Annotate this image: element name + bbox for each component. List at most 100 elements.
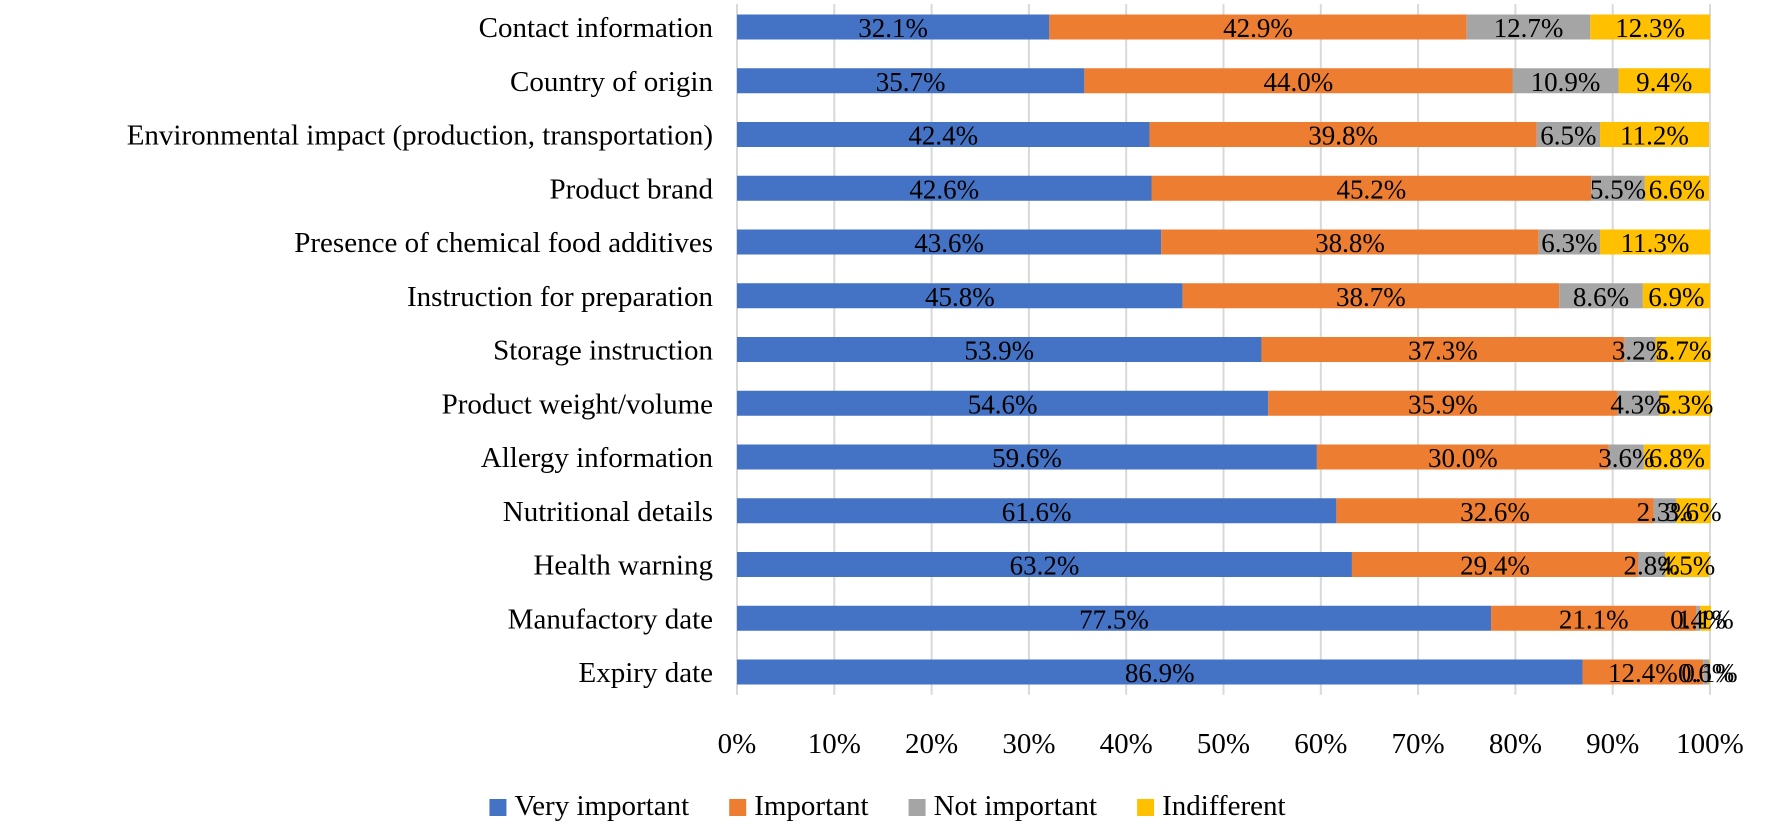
- bar-segment-important: [1491, 605, 1697, 631]
- data-label: 0.1%: [1681, 658, 1737, 688]
- data-label: 12.3%: [1615, 13, 1685, 43]
- data-label: 21.1%: [1559, 604, 1629, 634]
- category-labels: Contact information Country of origin Envi…: [127, 12, 714, 689]
- bar-segment-very-important: [737, 68, 1085, 94]
- bar-segment-indifferent: [1600, 122, 1710, 147]
- legend-label: Very important: [514, 790, 689, 822]
- category-label: Manufactory date: [508, 603, 713, 635]
- data-labels: 32.1% 42.9% 12.7% 12.3% 35.7% 44.0% 10.9% 9.4% 4…: [858, 13, 1737, 688]
- data-label: 30.0%: [1428, 443, 1498, 473]
- bar-segment-very-important: [737, 14, 1050, 40]
- legend: Very important Important Not important Indi…: [489, 790, 1286, 822]
- category-label: Presence of chemical food additives: [294, 227, 713, 259]
- bar-segment-indifferent: [1675, 498, 1711, 524]
- data-label: 63.2%: [1010, 551, 1080, 581]
- bar-segment-not-important: [1466, 14, 1591, 40]
- data-label: 5.7%: [1655, 336, 1711, 366]
- legend-label: Important: [754, 790, 868, 822]
- x-tick-label: 20%: [905, 728, 958, 760]
- data-label: 11.2%: [1620, 121, 1689, 151]
- x-tick-label: 80%: [1489, 728, 1542, 760]
- data-label: 77.5%: [1079, 604, 1149, 634]
- legend-label: Not important: [934, 790, 1098, 822]
- data-label: 42.4%: [908, 121, 978, 151]
- data-label: 12.7%: [1494, 13, 1564, 43]
- bar-segment-very-important: [737, 390, 1269, 416]
- bar-segment-indifferent: [1642, 283, 1710, 309]
- data-label: 8.6%: [1573, 282, 1629, 312]
- category-label: Allergy information: [481, 442, 714, 474]
- data-label: 32.1%: [858, 13, 928, 43]
- x-tick-label: 30%: [1002, 728, 1055, 760]
- bar-segment-very-important: [737, 229, 1162, 255]
- data-label: 43.6%: [914, 228, 984, 258]
- category-label: Product brand: [550, 173, 714, 205]
- data-label: 39.8%: [1308, 121, 1378, 151]
- bar-segment-important: [1049, 14, 1467, 40]
- bar-segment-indifferent: [1665, 552, 1710, 577]
- category-label: Storage instruction: [493, 335, 713, 367]
- data-label: 2.8%: [1623, 551, 1679, 581]
- category-label: Health warning: [533, 550, 713, 582]
- bar-segment-not-important: [1617, 390, 1660, 416]
- bar-segment-very-important: [737, 444, 1317, 470]
- legend-swatch-very-important: [489, 799, 507, 816]
- bar-segment-indifferent: [1590, 14, 1710, 40]
- legend-swatch-important: [729, 799, 747, 816]
- bar-segment-very-important: [737, 283, 1183, 309]
- x-tick-label: 10%: [808, 728, 861, 760]
- bar-segment-very-important: [737, 605, 1492, 631]
- x-tick-label: 0%: [718, 728, 757, 760]
- bar-segment-not-important: [1538, 229, 1601, 255]
- data-label: 38.7%: [1336, 282, 1406, 312]
- data-label: 10.9%: [1531, 67, 1601, 97]
- bar-segment-not-important: [1696, 605, 1701, 631]
- x-tick-label: 100%: [1676, 728, 1744, 760]
- legend-label: Indifferent: [1162, 790, 1285, 822]
- bar-segment-very-important: [737, 122, 1150, 147]
- bar-segment-indifferent: [1700, 605, 1711, 631]
- bar-segment-important: [1084, 68, 1513, 94]
- data-label: 42.9%: [1223, 13, 1293, 43]
- x-tick-label: 60%: [1294, 728, 1347, 760]
- data-label: 5.3%: [1657, 389, 1713, 419]
- data-label: 61.6%: [1002, 497, 1072, 527]
- data-label: 45.2%: [1337, 174, 1407, 204]
- bar-segment-not-important: [1637, 552, 1666, 577]
- data-label: 53.9%: [964, 336, 1034, 366]
- category-label: Product weight/volume: [442, 388, 713, 420]
- category-label: Contact information: [479, 12, 714, 44]
- bar-segment-indifferent: [1655, 337, 1711, 362]
- bar-segment-not-important: [1559, 283, 1643, 309]
- data-label: 9.4%: [1636, 67, 1692, 97]
- data-label: 32.6%: [1460, 497, 1530, 527]
- bar-segment-indifferent: [1618, 68, 1710, 94]
- data-label: 6.6%: [1649, 174, 1705, 204]
- bar-segment-indifferent: [1659, 390, 1711, 416]
- data-label: 6.3%: [1541, 228, 1597, 258]
- bar-segment-not-important: [1536, 122, 1601, 147]
- bar-segment-very-important: [737, 498, 1337, 524]
- bar-segment-not-important: [1703, 659, 1710, 685]
- x-tick-label: 50%: [1197, 728, 1250, 760]
- x-axis-tick-labels: 0% 10% 20% 30% 40% 50% 60% 70% 80% 90% 100%: [718, 728, 1744, 760]
- bar-segment-not-important: [1624, 337, 1656, 362]
- data-label: 44.0%: [1264, 67, 1334, 97]
- data-label: 0.4%: [1670, 604, 1726, 634]
- bar-segment-important: [1316, 444, 1609, 470]
- category-label: Nutritional details: [503, 496, 713, 528]
- bar-segment-very-important: [737, 175, 1152, 201]
- data-label: 6.8%: [1649, 443, 1705, 473]
- bar-segment-important: [1336, 498, 1654, 524]
- bar-segment-not-important: [1512, 68, 1619, 94]
- bar-segment-indifferent: [1643, 444, 1710, 470]
- bar-segment-not-important: [1591, 175, 1645, 201]
- data-label: 2.3%: [1637, 497, 1693, 527]
- bar-segment-important: [1268, 390, 1618, 416]
- data-label: 29.4%: [1460, 551, 1530, 581]
- legend-swatch-not-important: [908, 799, 926, 816]
- x-tick-label: 90%: [1586, 728, 1639, 760]
- legend-swatch-indifferent: [1137, 799, 1155, 816]
- category-label: Instruction for preparation: [407, 281, 714, 313]
